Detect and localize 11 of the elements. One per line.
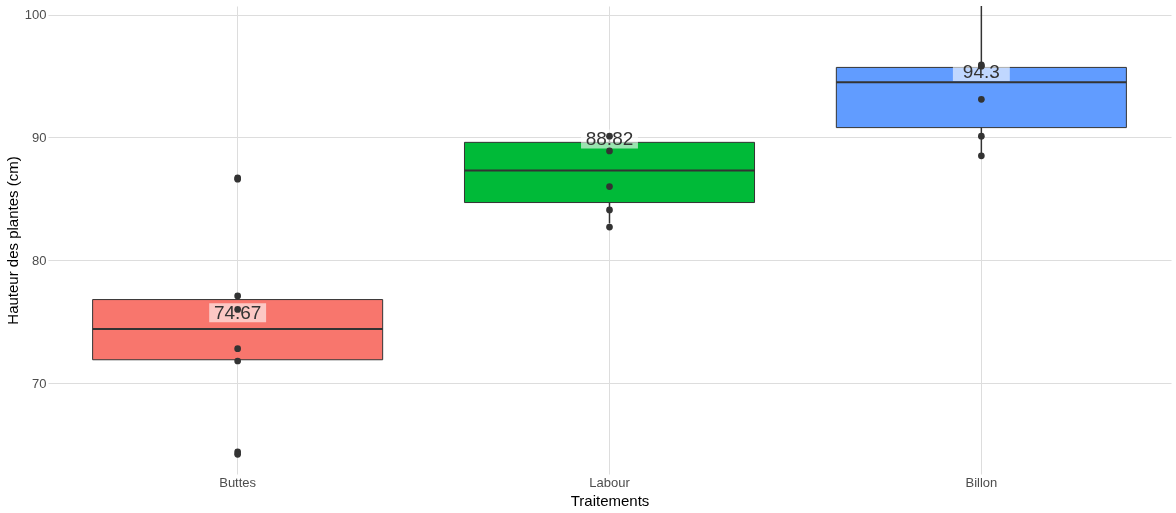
annotation: 74.67 [213, 301, 262, 323]
annotation: 88.82 [585, 127, 634, 149]
y-tick-label: 80 [32, 252, 47, 268]
y-tick-label: 100 [24, 7, 47, 23]
x-tick-label: Billon [965, 474, 998, 490]
x-tick-label: Labour [589, 474, 631, 490]
y-axis-title: Hauteur des plantes (cm) [3, 156, 21, 325]
y-tick-label: 70 [32, 375, 47, 391]
x-axis-title: Traitements [570, 491, 650, 509]
y-tick-label: 90 [32, 129, 47, 145]
x-tick-label: Buttes [219, 474, 257, 490]
